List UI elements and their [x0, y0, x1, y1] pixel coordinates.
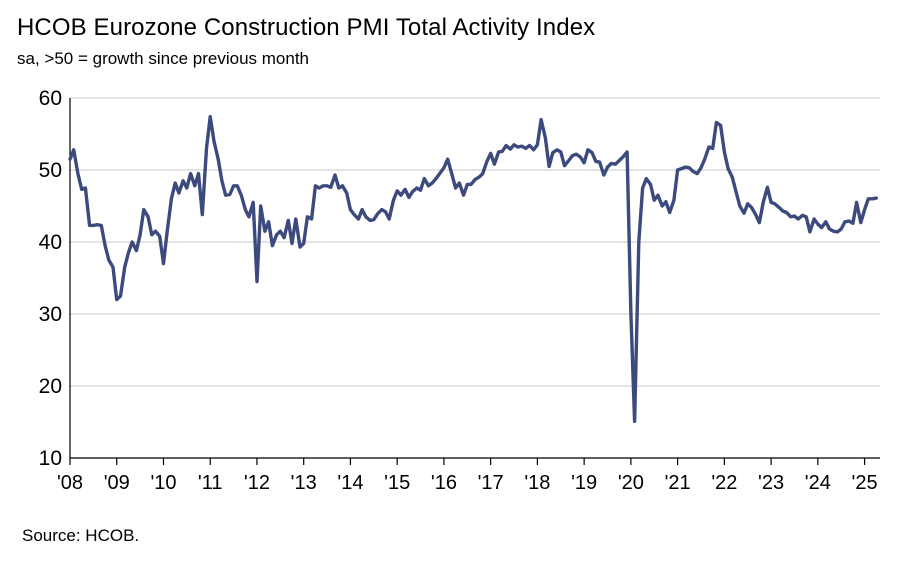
x-tick-labels: '08 '09 '10 '11 '12 '13 '14 '15 '16 '17 '18 '19 '20 '…: [57, 472, 878, 494]
x-tick-label: '22: [711, 472, 737, 494]
y-tick-label: 30: [39, 303, 62, 326]
x-tick-label: '18: [524, 472, 550, 494]
source-note: Source: HCOB.: [22, 526, 140, 545]
y-tick-label: 10: [39, 447, 62, 470]
x-tick-label: '17: [478, 472, 504, 494]
x-tick-label: '24: [805, 472, 831, 494]
x-tick-label: '19: [571, 472, 597, 494]
x-tick-label: '21: [665, 472, 691, 494]
axes: [69, 98, 880, 465]
x-tick-label: '25: [852, 472, 878, 494]
chart-title: HCOB Eurozone Construction PMI Total Act…: [17, 14, 596, 41]
y-tick-label: 20: [39, 375, 62, 398]
x-tick-label: '16: [431, 472, 457, 494]
series-line-0: [68, 114, 878, 423]
x-tick-label: '23: [758, 472, 784, 494]
x-tick-label: '13: [291, 472, 317, 494]
y-tick-label: 50: [39, 159, 62, 182]
gridlines: [70, 97, 880, 387]
x-tick-label: '09: [104, 472, 130, 494]
y-tick-label: 40: [39, 231, 62, 254]
x-tick-label: '08: [57, 472, 83, 494]
x-tick-label: '15: [384, 472, 410, 494]
x-tick-label: '11: [198, 472, 223, 494]
y-tick-labels: 10 20 30 40 50 60: [39, 87, 62, 470]
x-tick-label: '10: [150, 472, 176, 494]
x-tick-label: '12: [244, 472, 270, 494]
x-tick-label: '20: [618, 472, 644, 494]
chart-subtitle: sa, >50 = growth since previous month: [17, 49, 309, 68]
y-tick-label: 60: [39, 87, 62, 110]
series-layer: [68, 114, 878, 423]
x-tick-label: '14: [337, 472, 363, 494]
